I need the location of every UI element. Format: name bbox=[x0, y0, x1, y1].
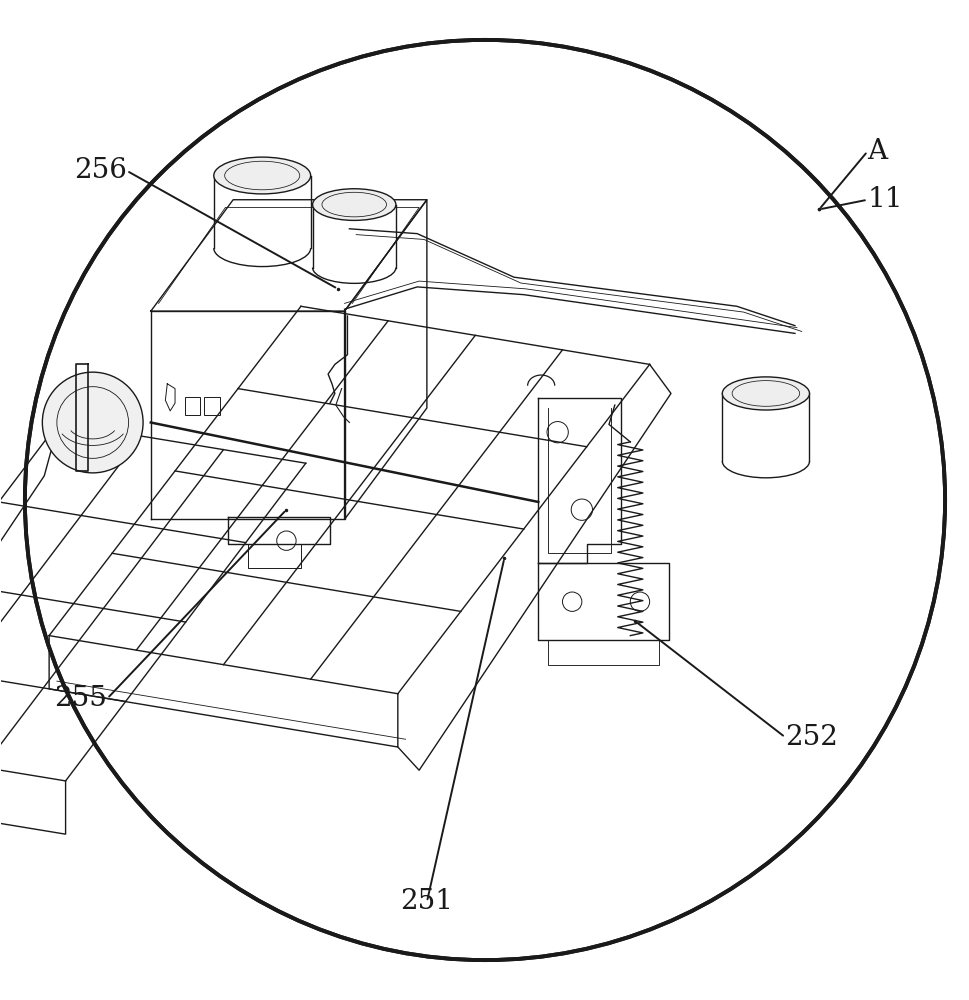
Ellipse shape bbox=[722, 377, 809, 410]
Text: 255: 255 bbox=[54, 685, 108, 712]
Ellipse shape bbox=[213, 157, 310, 194]
Text: A: A bbox=[866, 138, 887, 165]
Text: 11: 11 bbox=[866, 186, 902, 213]
Circle shape bbox=[43, 372, 143, 473]
Text: 251: 251 bbox=[400, 888, 453, 915]
Ellipse shape bbox=[312, 189, 395, 220]
Text: 252: 252 bbox=[785, 724, 837, 751]
Text: 256: 256 bbox=[74, 157, 127, 184]
